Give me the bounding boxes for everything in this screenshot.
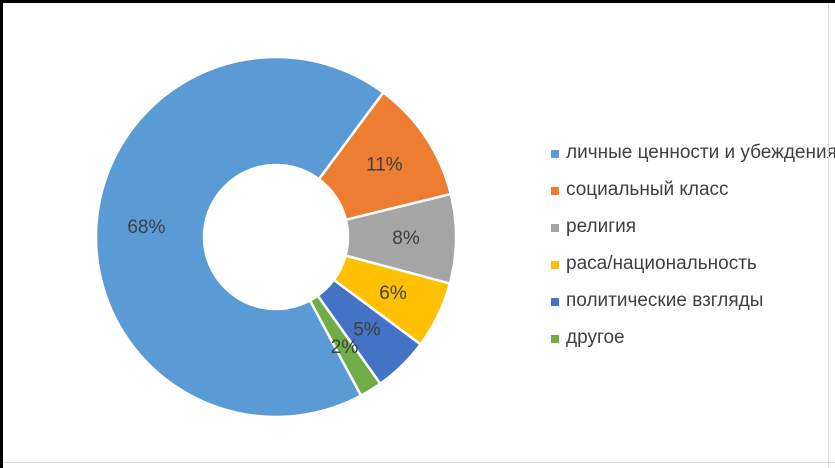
donut-slices [94, 55, 458, 419]
legend-marker [551, 260, 559, 269]
donut-slice [94, 55, 385, 419]
legend-item: раса/национальность [551, 253, 835, 275]
slice-data-label: 11% [366, 155, 403, 176]
chart-legend: личные ценности и убеждения социальный кл… [551, 142, 835, 349]
legend-item: религия [551, 216, 835, 238]
donut-chart: 68% 11% 8% 6% 5%2% [94, 55, 458, 419]
legend-label: религия [566, 216, 637, 237]
legend-marker [551, 297, 559, 306]
legend-marker [551, 223, 559, 232]
slice-data-label: 5% [353, 319, 381, 340]
legend-item: социальный класс [551, 179, 835, 201]
legend-item: политические взгляды [551, 290, 835, 312]
legend-marker [551, 334, 559, 343]
slice-data-label: 8% [392, 228, 420, 249]
slice-data-label: 2% [331, 337, 359, 358]
donut-data-labels: 68% 11% 8% 6% 5%2% [127, 155, 419, 358]
legend-marker [551, 149, 559, 158]
legend-item: другое [551, 327, 835, 349]
legend-marker [551, 186, 559, 195]
plot-area-right-border [828, 3, 829, 468]
slice-data-label: 6% [379, 283, 407, 304]
plot-area-bottom-border [3, 462, 835, 463]
slice-data-label: 68% [127, 217, 165, 238]
legend-label: раса/национальность [566, 253, 757, 274]
legend-label: социальный класс [566, 179, 729, 200]
legend-item: личные ценности и убеждения [551, 142, 835, 164]
legend-label: политические взгляды [566, 290, 764, 311]
legend-label: личные ценности и убеждения [566, 142, 835, 163]
donut-slice [308, 294, 382, 397]
legend-label: другое [566, 327, 625, 348]
